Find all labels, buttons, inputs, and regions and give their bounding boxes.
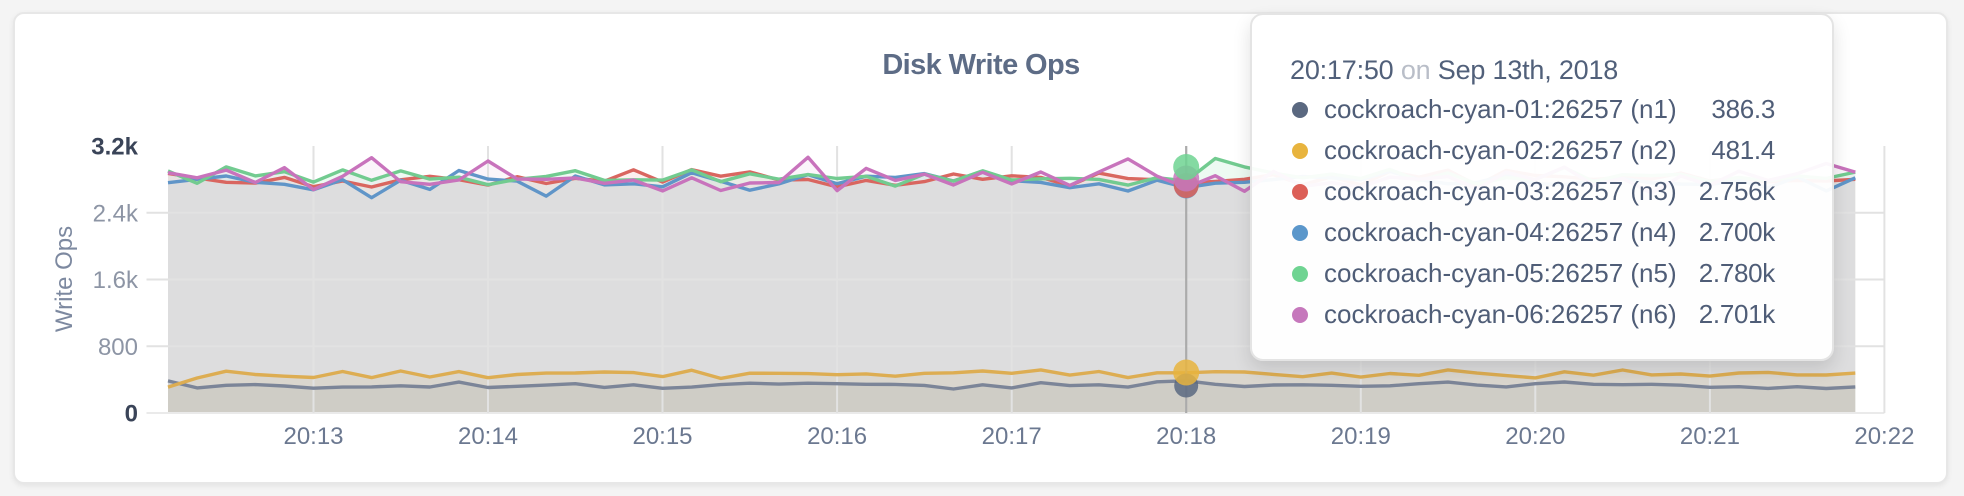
svg-text:20:17: 20:17 bbox=[982, 423, 1042, 450]
svg-text:0: 0 bbox=[125, 401, 138, 428]
svg-text:20:13: 20:13 bbox=[283, 423, 343, 450]
svg-text:20:18: 20:18 bbox=[1156, 423, 1216, 450]
svg-text:Disk Write Ops: Disk Write Ops bbox=[882, 49, 1079, 81]
svg-text:20:14: 20:14 bbox=[458, 423, 518, 450]
svg-text:3.2k: 3.2k bbox=[91, 134, 138, 161]
svg-text:20:21: 20:21 bbox=[1680, 423, 1740, 450]
svg-text:20:19: 20:19 bbox=[1331, 423, 1391, 450]
svg-text:20:20: 20:20 bbox=[1505, 423, 1565, 450]
svg-text:2.4k: 2.4k bbox=[93, 200, 139, 227]
svg-text:800: 800 bbox=[98, 334, 138, 361]
svg-text:1.6k: 1.6k bbox=[93, 267, 139, 294]
svg-text:20:16: 20:16 bbox=[807, 423, 867, 450]
svg-text:20:22: 20:22 bbox=[1854, 423, 1914, 450]
svg-text:Write Ops: Write Ops bbox=[51, 226, 78, 332]
svg-text:20:15: 20:15 bbox=[632, 423, 692, 450]
